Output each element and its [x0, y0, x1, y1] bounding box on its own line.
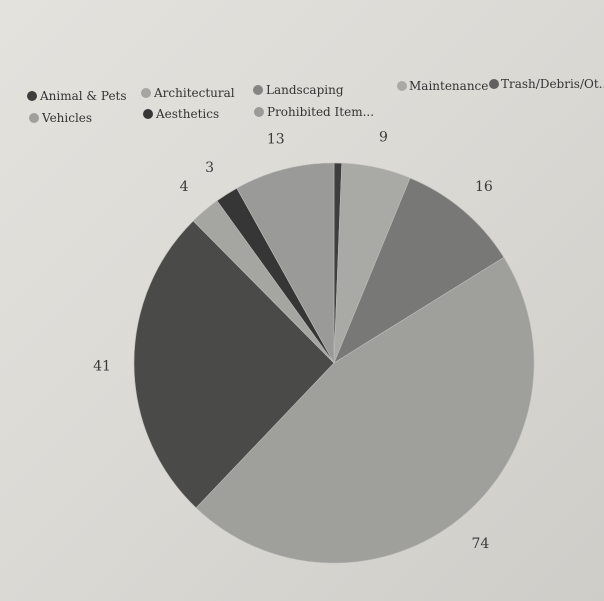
legend-swatch	[254, 107, 264, 117]
legend-swatch	[141, 88, 151, 98]
legend-swatch	[27, 91, 37, 101]
legend-item-landscaping: Landscaping	[253, 83, 344, 97]
slice-value-label: 9	[379, 129, 388, 145]
legend-label: Landscaping	[266, 83, 344, 97]
legend-swatch	[489, 79, 499, 89]
legend-item-vehicles: Vehicles	[29, 111, 92, 125]
pie-slice-7	[236, 162, 335, 365]
slice-value-label: 74	[471, 536, 489, 552]
legend-swatch	[397, 81, 407, 91]
legend-item-trash-debris: Trash/Debris/Ot...	[489, 77, 604, 91]
legend: Animal & Pets Architectural Landscaping …	[27, 77, 604, 125]
slice-value-label: 13	[267, 131, 285, 147]
pie-slice-4	[133, 220, 335, 509]
slice-labels: 9 16 74 41 43 13	[93, 129, 493, 552]
slice-value-label: 3	[205, 160, 214, 176]
pie-slices	[133, 162, 535, 564]
legend-swatch	[143, 109, 153, 119]
legend-label: Trash/Debris/Ot...	[501, 77, 604, 91]
legend-label: Vehicles	[41, 111, 92, 125]
legend-item-aesthetics: Aesthetics	[143, 107, 219, 121]
legend-swatch	[253, 85, 263, 95]
legend-item-prohibited-items: Prohibited Item...	[254, 105, 374, 119]
legend-label: Animal & Pets	[39, 89, 127, 103]
slice-value-label: 4	[180, 179, 189, 195]
pie-slice-3	[195, 257, 535, 564]
legend-item-maintenance: Maintenance	[397, 79, 488, 93]
legend-item-animal-pets: Animal & Pets	[27, 89, 127, 103]
slice-value-label: 16	[475, 179, 493, 195]
legend-item-architectural: Architectural	[141, 86, 235, 100]
legend-label: Maintenance	[409, 79, 488, 93]
legend-label: Architectural	[153, 86, 235, 100]
legend-swatch	[29, 113, 39, 123]
legend-label: Prohibited Item...	[267, 105, 374, 119]
slice-value-label: 41	[93, 358, 111, 374]
legend-label: Aesthetics	[155, 107, 219, 121]
pie-slice-2	[333, 177, 505, 364]
